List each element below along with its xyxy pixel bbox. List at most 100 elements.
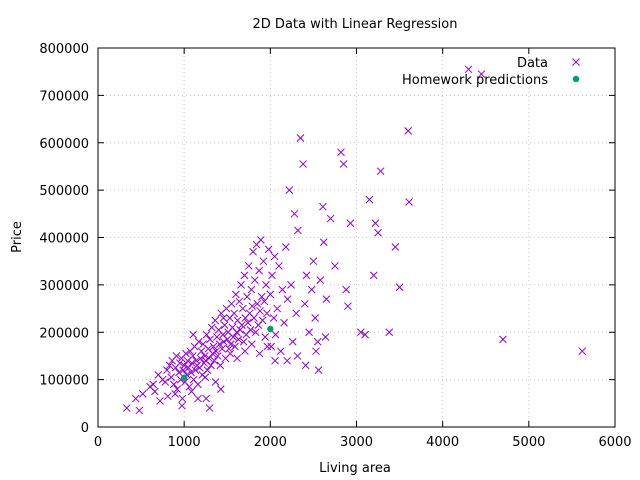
data-point: [229, 333, 238, 341]
data-point: [207, 323, 216, 332]
data-point: [257, 236, 265, 244]
data-point: [236, 326, 245, 334]
data-point: [180, 361, 189, 370]
data-point: [215, 340, 224, 348]
data-point: [234, 335, 243, 344]
data-point: [240, 271, 249, 280]
legend-marker-homework-predictions: [572, 75, 580, 83]
data-point: [321, 333, 330, 341]
data-point: [165, 361, 174, 370]
data-point: [238, 304, 247, 313]
x-tick-label: 0: [94, 435, 102, 450]
data-point: [226, 349, 235, 358]
y-tick-label: 400000: [39, 232, 89, 247]
data-point: [344, 302, 352, 311]
data-point: [263, 342, 272, 351]
data-point: [255, 349, 264, 358]
data-point: [464, 65, 473, 74]
data-point: [138, 389, 147, 398]
y-tick-label: 600000: [39, 137, 89, 152]
data-point: [312, 347, 320, 356]
data-point: [172, 352, 181, 360]
data-point: [250, 276, 259, 284]
data-point: [283, 295, 292, 303]
data-point: [163, 366, 171, 375]
x-tick-label: 2000: [254, 435, 287, 450]
data-point: [218, 344, 226, 353]
data-point: [226, 340, 235, 348]
data-point: [235, 297, 244, 306]
data-point: [313, 337, 322, 346]
data-point: [287, 281, 295, 289]
data-point: [202, 330, 211, 339]
data-point: [169, 380, 178, 389]
data-point: [163, 392, 172, 401]
data-point: [185, 382, 194, 391]
data-point: [331, 262, 339, 270]
data-point: [374, 228, 382, 237]
y-tick-label: 800000: [39, 42, 89, 57]
data-point: [233, 354, 242, 363]
x-tick-label: 4000: [426, 435, 459, 450]
data-point: [206, 335, 214, 344]
data-point: [337, 148, 345, 157]
data-point: [187, 368, 195, 377]
data-point: [227, 299, 236, 308]
x-tick-label: 6000: [598, 435, 631, 450]
data-point: [244, 318, 252, 327]
data-point: [131, 394, 140, 403]
data-point: [269, 314, 278, 322]
data-point: [477, 70, 486, 78]
data-point: [249, 247, 257, 256]
data-point: [205, 354, 214, 363]
data-point: [232, 290, 240, 299]
data-point: [266, 290, 275, 299]
data-point: [216, 361, 225, 370]
data-point: [322, 295, 331, 303]
data-point: [248, 302, 257, 311]
data-point: [339, 160, 348, 168]
data-point: [205, 404, 214, 412]
data-point: [176, 359, 184, 367]
data-point: [257, 292, 266, 301]
data-point: [178, 401, 186, 410]
y-tick-label: 300000: [39, 279, 89, 294]
data-point: [309, 257, 318, 266]
data-point: [255, 266, 263, 275]
data-point: [149, 380, 158, 389]
data-point: [253, 299, 262, 308]
data-point: [256, 307, 264, 315]
data-point: [241, 347, 249, 356]
data-point: [243, 292, 251, 301]
data-point: [192, 356, 201, 365]
data-point: [251, 328, 260, 337]
data-point: [314, 366, 323, 375]
y-tick-label: 100000: [39, 374, 89, 389]
data-point: [188, 352, 197, 360]
data-point: [264, 245, 273, 254]
axis-ticks: 0 1000 2000 3000 4000 5000 6000 0 100000 200000 30…: [39, 42, 631, 450]
data-point: [293, 352, 302, 360]
data-point: [238, 321, 246, 329]
prediction-point: [267, 325, 274, 333]
data-point: [281, 243, 290, 251]
data-point: [316, 276, 325, 284]
data-point: [194, 394, 202, 403]
data-point: [391, 243, 400, 251]
data-point: [361, 330, 369, 339]
data-point: [311, 314, 319, 322]
x-tick-label: 1000: [168, 435, 201, 450]
data-point: [187, 387, 196, 396]
data-point: [346, 219, 355, 228]
data-point: [290, 209, 299, 218]
data-point: [280, 318, 288, 327]
data-point: [213, 352, 222, 360]
data-point: [191, 366, 200, 375]
data-point: [261, 333, 270, 341]
data-point: [211, 378, 220, 386]
data-point: [385, 328, 394, 337]
data-point: [184, 363, 193, 372]
data-point: [342, 285, 351, 294]
data-point: [371, 219, 380, 228]
data-point: [219, 337, 228, 346]
